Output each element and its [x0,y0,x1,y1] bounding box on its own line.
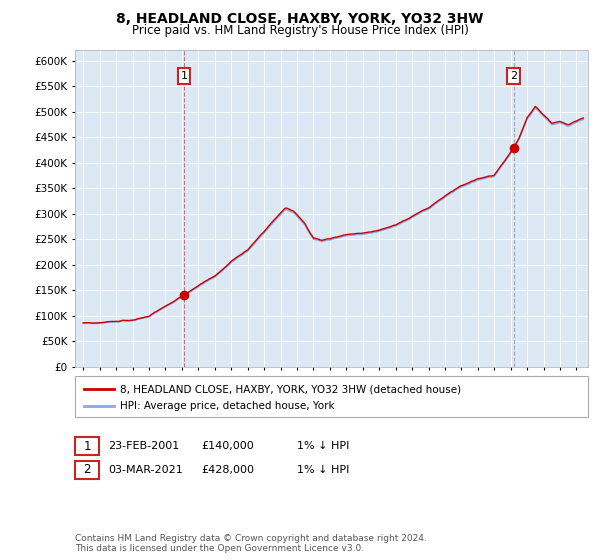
Text: 2: 2 [510,71,517,81]
Text: 2: 2 [83,463,91,477]
Text: 8, HEADLAND CLOSE, HAXBY, YORK, YO32 3HW: 8, HEADLAND CLOSE, HAXBY, YORK, YO32 3HW [116,12,484,26]
Text: Contains HM Land Registry data © Crown copyright and database right 2024.
This d: Contains HM Land Registry data © Crown c… [75,534,427,553]
Text: 1% ↓ HPI: 1% ↓ HPI [297,441,349,451]
Text: 1: 1 [83,440,91,453]
Text: 8, HEADLAND CLOSE, HAXBY, YORK, YO32 3HW (detached house): 8, HEADLAND CLOSE, HAXBY, YORK, YO32 3HW… [120,384,461,394]
Text: £140,000: £140,000 [201,441,254,451]
Text: 23-FEB-2001: 23-FEB-2001 [108,441,179,451]
Text: HPI: Average price, detached house, York: HPI: Average price, detached house, York [120,401,335,410]
Text: 1: 1 [181,71,187,81]
Text: 1% ↓ HPI: 1% ↓ HPI [297,465,349,475]
Text: Price paid vs. HM Land Registry's House Price Index (HPI): Price paid vs. HM Land Registry's House … [131,24,469,36]
Text: 03-MAR-2021: 03-MAR-2021 [108,465,183,475]
Text: £428,000: £428,000 [201,465,254,475]
